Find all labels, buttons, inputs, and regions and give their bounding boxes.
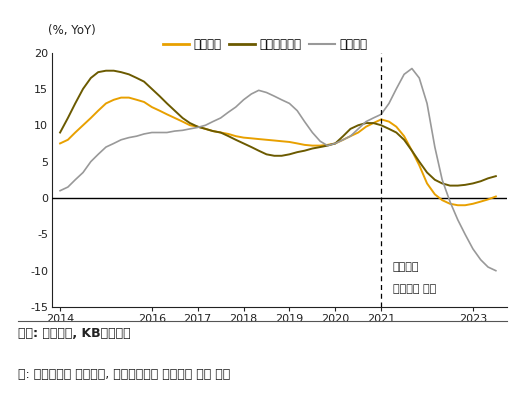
Text: (%, YoY): (%, YoY) — [48, 24, 96, 37]
Text: 자료: 한국은행, KB국민은행: 자료: 한국은행, KB국민은행 — [18, 327, 131, 340]
Text: 기준금리 인상: 기준금리 인상 — [393, 284, 436, 294]
Text: 한국은행: 한국은행 — [393, 262, 419, 272]
Text: 주: 기타대출은 신용대출, 상업용부동산 담보대출 등이 포함: 주: 기타대출은 신용대출, 상업용부동산 담보대출 등이 포함 — [18, 368, 231, 381]
Legend: 가계대출, 주택담보대출, 기타대출: 가계대출, 주택담보대출, 기타대출 — [158, 33, 372, 55]
